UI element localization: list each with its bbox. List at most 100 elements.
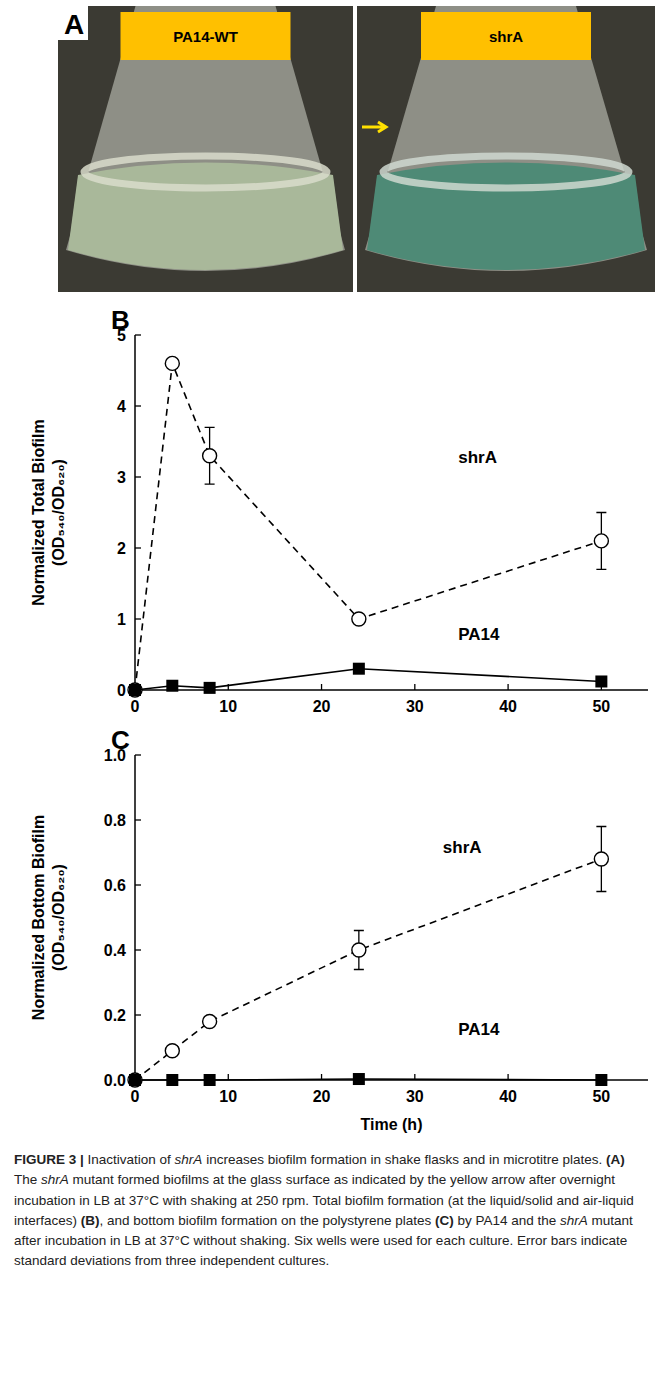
caption-text: The — [14, 1172, 41, 1187]
y-tick-label: 4 — [117, 398, 126, 415]
y-tick-label: 1.0 — [104, 747, 126, 764]
x-tick-label: 0 — [131, 1088, 140, 1105]
x-tick-label: 30 — [406, 698, 424, 715]
caption-text: (A) — [606, 1152, 625, 1167]
y-tick — [135, 618, 141, 619]
point — [594, 534, 608, 548]
series-label: shrA — [458, 448, 497, 467]
point — [352, 612, 366, 626]
caption-text: Inactivation of — [88, 1152, 175, 1167]
series-label: shrA — [443, 838, 482, 857]
x-tick — [414, 684, 415, 690]
caption-text: increases biofilm formation in shake fla… — [202, 1152, 606, 1167]
x-tick-label: 50 — [592, 698, 610, 715]
point — [165, 1044, 179, 1058]
point — [128, 1073, 142, 1087]
y-tick-label: 0.4 — [104, 942, 126, 959]
plot-area — [128, 827, 608, 1088]
point — [203, 1015, 217, 1029]
point — [166, 1074, 178, 1086]
y-tick-label: 1 — [117, 611, 126, 628]
x-tick — [507, 684, 508, 690]
caption-text: , and bottom biofilm formation on the po… — [100, 1213, 435, 1228]
y-tick — [135, 819, 141, 820]
x-tick-label: 0 — [131, 698, 140, 715]
point — [595, 675, 607, 687]
caption-text: shrA — [41, 1172, 69, 1187]
y-tick-label: 0 — [117, 682, 126, 699]
x-tick-label: 20 — [313, 1088, 331, 1105]
y-tick — [135, 884, 141, 885]
y-tick — [135, 334, 141, 335]
chart: C010203040500.00.20.40.60.81.0Normalized… — [30, 725, 648, 1133]
point — [594, 852, 608, 866]
caption-text: shrA — [560, 1213, 588, 1228]
caption-text: (C) — [435, 1213, 454, 1228]
series-line — [135, 363, 601, 690]
biofilm-ring — [383, 156, 629, 188]
caption-text: (B) — [81, 1213, 100, 1228]
x-tick-label: 10 — [219, 1088, 237, 1105]
y-tick-label: 3 — [117, 469, 126, 486]
caption-text: by PA14 and the — [454, 1213, 560, 1228]
caption-text: FIGURE 3 | — [14, 1152, 88, 1167]
y-tick — [135, 1014, 141, 1015]
y-axis-title: Normalized Total Biofilm(OD₅₄₀/OD₆₂₀) — [30, 419, 67, 605]
photo-label: PA14-WT — [173, 28, 238, 45]
x-tick-label: 50 — [592, 1088, 610, 1105]
label-box — [421, 12, 591, 60]
point — [166, 680, 178, 692]
y-axis-title: Normalized Bottom Biofilm(OD₅₄₀/OD₆₂₀) — [30, 815, 67, 1020]
point — [204, 1074, 216, 1086]
point — [353, 1073, 365, 1085]
point — [352, 943, 366, 957]
y-axis — [134, 755, 136, 1080]
flask — [66, 6, 345, 271]
photo: PA14-WT — [58, 6, 353, 292]
y-tick — [135, 754, 141, 755]
photo-background — [357, 6, 655, 292]
point — [203, 449, 217, 463]
chart: B01020304050012345Normalized Total Biofi… — [30, 305, 648, 715]
series-label: PA14 — [458, 625, 500, 644]
series-line — [135, 859, 601, 1080]
y-tick-label: 5 — [117, 327, 126, 344]
x-tick-label: 10 — [219, 698, 237, 715]
point — [128, 683, 142, 697]
point — [353, 663, 365, 675]
panel-letter: A — [64, 9, 84, 40]
label-box — [121, 12, 291, 60]
caption-text: shrA — [175, 1152, 203, 1167]
point — [129, 684, 141, 696]
y-tick-label: 0.6 — [104, 877, 126, 894]
point — [165, 356, 179, 370]
flask — [365, 6, 647, 271]
y-tick-label: 2 — [117, 540, 126, 557]
plot-area — [128, 356, 608, 697]
y-tick — [135, 547, 141, 548]
point — [595, 1074, 607, 1086]
photo-background — [58, 6, 353, 292]
point — [129, 1074, 141, 1086]
x-tick-label: 40 — [499, 1088, 517, 1105]
point — [204, 682, 216, 694]
y-tick — [135, 476, 141, 477]
x-tick — [321, 684, 322, 690]
y-tick — [135, 949, 141, 950]
x-tick-label: 40 — [499, 698, 517, 715]
y-tick — [135, 405, 141, 406]
y-tick-label: 0.2 — [104, 1007, 126, 1024]
x-tick-label: 20 — [313, 698, 331, 715]
x-axis-title: Time (h) — [361, 1116, 423, 1133]
letter-patch — [58, 6, 88, 40]
caption: FIGURE 3 | Inactivation of shrA increase… — [14, 1150, 650, 1272]
figure: PA14-WTshrAAB01020304050012345Normalized… — [0, 0, 667, 1140]
arrow — [362, 122, 386, 132]
series-label: PA14 — [458, 1020, 500, 1039]
x-tick-label: 30 — [406, 1088, 424, 1105]
biofilm-ring — [84, 156, 327, 188]
photo-label: shrA — [489, 28, 523, 45]
y-tick-label: 0.0 — [104, 1072, 126, 1089]
y-axis — [134, 335, 136, 690]
y-tick-label: 0.8 — [104, 812, 126, 829]
